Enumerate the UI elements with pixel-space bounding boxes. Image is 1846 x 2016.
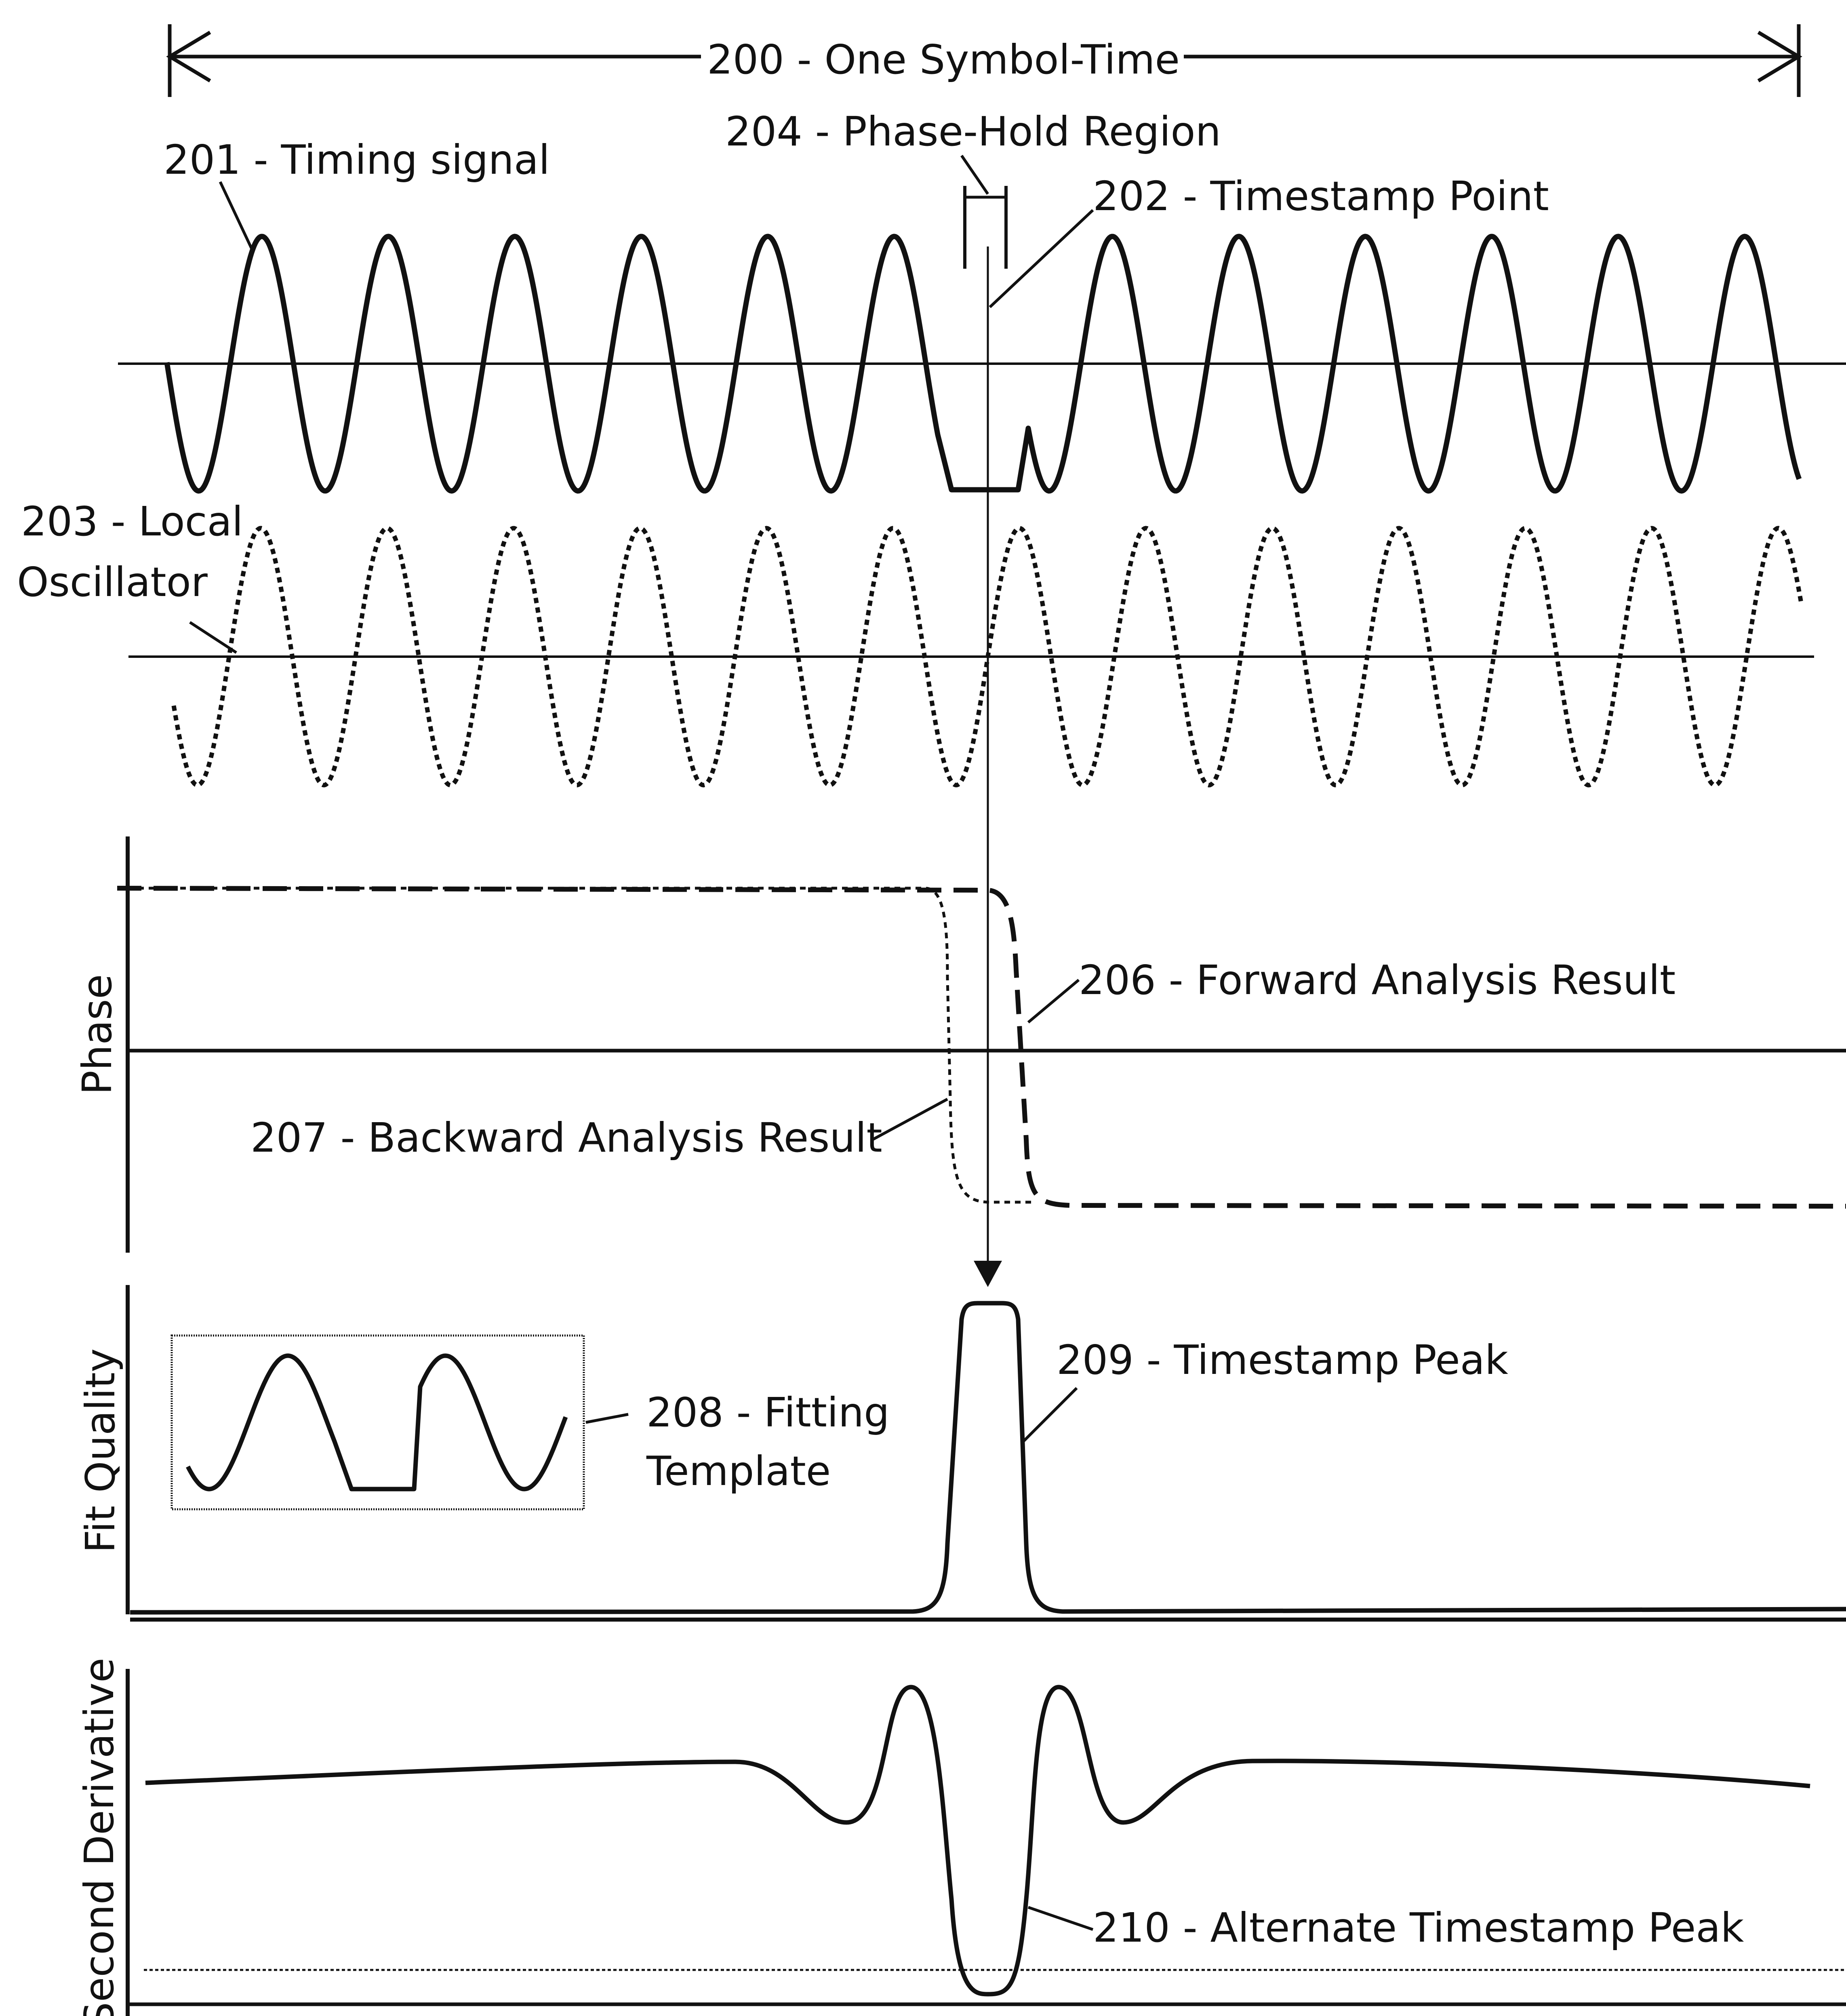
- timing-signal-leader: [219, 181, 254, 251]
- timestamp-peak-label: 209 - Timestamp Peak: [1057, 1336, 1508, 1384]
- symbol-time-arrow: [166, 24, 1802, 97]
- template-label-2: Template: [646, 1447, 831, 1495]
- phase-hold-bracket: [960, 155, 1008, 269]
- symbol-time-label: 200 - One Symbol-Time: [707, 36, 1180, 83]
- phase-axis-label: Phase: [74, 974, 121, 1095]
- local-oscillator-wave: [171, 526, 1804, 788]
- forward-result-label: 206 - Forward Analysis Result: [1079, 956, 1676, 1004]
- forward-analysis-curve: [117, 886, 1846, 1209]
- timestamp-point-label: 202 - Timestamp Point: [1093, 173, 1549, 220]
- phase-hold-label: 204 - Phase-Hold Region: [725, 108, 1221, 155]
- fit-quality-axis-label: Fit Quality: [77, 1348, 124, 1553]
- local-osc-label-2: Oscillator: [17, 558, 208, 606]
- fit-quality-curve: [130, 1301, 1846, 1615]
- timestamp-point-leader: [989, 209, 1094, 308]
- timestamp-peak-leader: [1021, 1387, 1078, 1444]
- timestamp-arrowhead: [974, 1261, 1002, 1287]
- fitting-template-box: [170, 1334, 585, 1510]
- timing-signal-label: 201 - Timing signal: [164, 136, 550, 183]
- alternate-peak-label: 210 - Alternate Timestamp Peak: [1093, 1904, 1744, 1951]
- timing-signal-wave: [164, 234, 1802, 494]
- alternate-peak-leader: [1027, 1906, 1094, 1931]
- local-osc-label-1: 203 - Local: [21, 498, 243, 545]
- backward-result-label: 207 - Backward Analysis Result: [250, 1114, 882, 1161]
- backward-leader: [872, 1098, 948, 1141]
- second-derivative-axis-label: Second Derivative: [76, 1658, 123, 2016]
- second-derivative-curve: [145, 1685, 1810, 1997]
- fitting-template-wave: [186, 1353, 568, 1491]
- template-label-1: 208 - Fitting: [646, 1389, 890, 1436]
- forward-leader: [1027, 979, 1080, 1024]
- backward-analysis-curve: [117, 887, 1034, 1204]
- template-leader: [585, 1413, 629, 1424]
